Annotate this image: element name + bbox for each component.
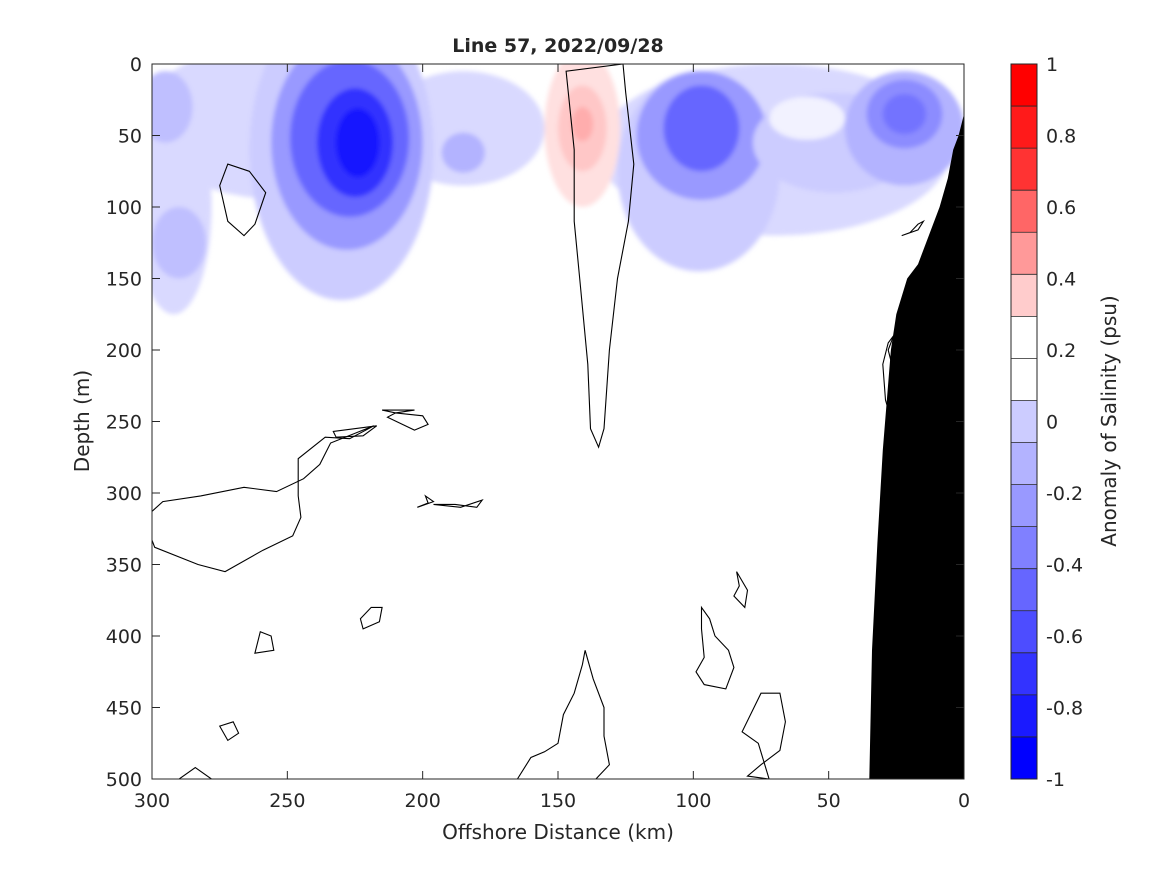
y-tick-label: 450 — [106, 698, 142, 720]
y-tick-label: 0 — [130, 54, 142, 76]
colorbar-segment — [1011, 358, 1037, 401]
anomaly-region — [572, 107, 594, 141]
colorbar-tick-label: 0.8 — [1046, 126, 1076, 148]
colorbar-tick-label: -0.2 — [1046, 483, 1083, 505]
colorbar-tick-label: -0.8 — [1046, 698, 1083, 720]
colorbar-segment — [1011, 106, 1037, 149]
colorbar-segment — [1011, 316, 1037, 359]
colorbar-segment — [1011, 527, 1037, 570]
y-tick-label: 150 — [106, 269, 142, 291]
y-tick-label: 200 — [106, 340, 142, 362]
y-tick-label: 500 — [106, 769, 142, 791]
colorbar-segment — [1011, 190, 1037, 233]
y-tick-label: 250 — [106, 412, 142, 434]
x-tick-label: 0 — [958, 790, 970, 812]
colorbar-segment — [1011, 737, 1037, 780]
colorbar-label: Anomaly of Salinity (psu) — [1097, 295, 1121, 546]
colorbar-segment — [1011, 695, 1037, 738]
anomaly-region — [883, 94, 926, 134]
colorbar-tick-label: 1 — [1046, 54, 1058, 76]
colorbar-tick-label: 0.6 — [1046, 197, 1076, 219]
colorbar-segment — [1011, 485, 1037, 528]
y-tick-label: 50 — [118, 126, 142, 148]
anomaly-region — [152, 207, 206, 279]
colorbar-tick-label: 0 — [1046, 412, 1058, 434]
anomaly-region — [442, 133, 485, 173]
colorbar-tick-label: -0.4 — [1046, 555, 1083, 577]
x-tick-label: 100 — [675, 790, 711, 812]
colorbar-tick-label: 0.4 — [1046, 269, 1076, 291]
colorbar: 1 0.8 0.6 0.4 0.2 0 -0.2 -0.4 -0.6 -0.8 -1 — [1011, 54, 1083, 791]
x-axis-label: Offshore Distance (km) — [442, 820, 674, 844]
anomaly-region — [336, 108, 379, 177]
y-axis-label: Depth (m) — [70, 370, 94, 472]
colorbar-tick-label: 0.2 — [1046, 340, 1076, 362]
colorbar-segment — [1011, 569, 1037, 612]
colorbar-segment — [1011, 64, 1037, 107]
x-tick-label: 150 — [540, 790, 576, 812]
x-tick-label: 200 — [405, 790, 441, 812]
chart-title: Line 57, 2022/09/28 — [452, 35, 664, 57]
colorbar-tick-label: -0.6 — [1046, 626, 1083, 648]
y-tick-label: 300 — [106, 483, 142, 505]
colorbar-segment — [1011, 148, 1037, 191]
x-tick-label: 50 — [817, 790, 841, 812]
colorbar-segment — [1011, 400, 1037, 443]
colorbar-segment — [1011, 653, 1037, 696]
y-tick-label: 100 — [106, 197, 142, 219]
colorbar-tick-label: -1 — [1046, 769, 1065, 791]
anomaly-region — [664, 85, 740, 171]
anomaly-region — [138, 71, 192, 142]
colorbar-segment — [1011, 443, 1037, 486]
anomaly-region — [769, 97, 845, 140]
colorbar-segment — [1011, 274, 1037, 317]
y-tick-label: 350 — [106, 555, 142, 577]
x-tick-label: 250 — [269, 790, 305, 812]
y-tick-label: 400 — [106, 626, 142, 648]
colorbar-segment — [1011, 611, 1037, 654]
colorbar-segment — [1011, 232, 1037, 275]
x-tick-label: 300 — [134, 790, 170, 812]
